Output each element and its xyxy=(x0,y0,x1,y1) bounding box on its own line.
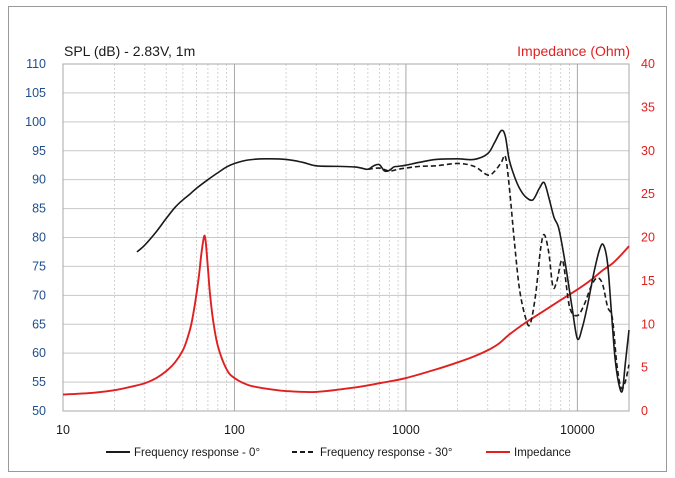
right-tick-label: 15 xyxy=(641,274,655,288)
x-tick-label: 1000 xyxy=(392,423,420,437)
left-tick-label: 65 xyxy=(32,317,46,331)
right-tick-label: 5 xyxy=(641,361,648,375)
right-tick-label: 30 xyxy=(641,144,655,158)
left-tick-label: 110 xyxy=(26,57,46,71)
legend-label-30deg: Frequency response - 30° xyxy=(320,447,452,459)
left-tick-label: 95 xyxy=(32,144,46,158)
legend: Frequency response - 0° Frequency respon… xyxy=(106,447,571,459)
plot-area-border xyxy=(62,63,630,412)
left-tick-label: 60 xyxy=(32,346,46,360)
left-tick-label: 55 xyxy=(32,375,46,389)
right-axis-title: Impedance (Ohm) xyxy=(517,43,630,59)
impedance-curve xyxy=(62,234,630,396)
x-tick-label: 10 xyxy=(56,423,70,437)
left-tick-label: 50 xyxy=(32,404,46,418)
left-tick-label: 70 xyxy=(32,288,46,302)
right-tick-label: 20 xyxy=(641,231,655,245)
spl-30deg-curve xyxy=(367,154,630,390)
left-tick-label: 85 xyxy=(32,202,46,216)
left-tick-label: 100 xyxy=(25,115,46,129)
left-tick-label: 80 xyxy=(32,231,46,245)
right-tick-label: 10 xyxy=(641,317,655,331)
axis-labels: 50 55 60 65 70 75 80 85 90 95 100 105 110 0 5 10 15 20 25 3… xyxy=(25,57,655,437)
grid xyxy=(62,63,630,412)
left-tick-label: 90 xyxy=(32,173,46,187)
left-axis-title: SPL (dB) - 2.83V, 1m xyxy=(64,43,195,59)
series-layer xyxy=(62,129,630,396)
legend-label-impedance: Impedance xyxy=(514,447,571,459)
right-tick-label: 0 xyxy=(641,404,648,418)
left-tick-label: 105 xyxy=(25,86,46,100)
x-tick-label: 100 xyxy=(224,423,245,437)
legend-label-0deg: Frequency response - 0° xyxy=(134,447,260,459)
left-tick-label: 75 xyxy=(32,259,46,273)
right-tick-label: 25 xyxy=(641,187,655,201)
x-tick-label: 10000 xyxy=(560,423,595,437)
right-tick-label: 35 xyxy=(641,100,655,114)
spl-0deg-curve xyxy=(136,129,630,393)
right-tick-label: 40 xyxy=(641,57,655,71)
chart-frame xyxy=(8,6,667,472)
